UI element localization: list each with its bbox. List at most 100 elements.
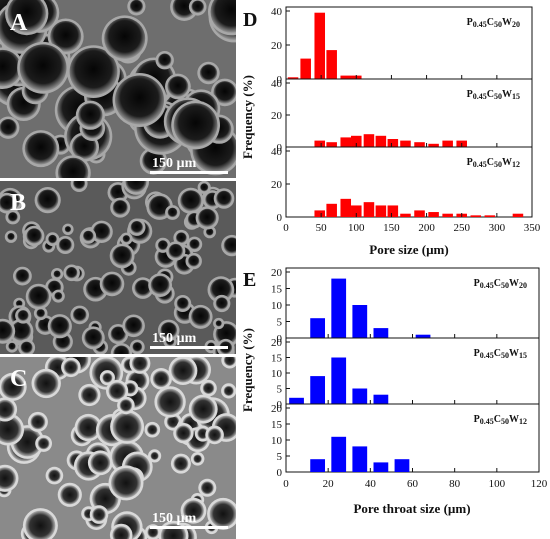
series-label: P0.45C50W15	[467, 89, 520, 101]
x-tick-label: 300	[489, 222, 506, 234]
y-tick-label: 20	[271, 40, 283, 52]
x-tick-label: 60	[407, 478, 419, 490]
panel-label-b: B	[10, 190, 26, 216]
y-tick-label: 10	[271, 300, 283, 312]
chart-d: D Frequency (%) Pore size (µm) 0 20 40 P0.4…	[240, 6, 541, 257]
y-tick-label: 0	[277, 74, 283, 86]
y-tick-label: 0	[277, 142, 283, 154]
bar	[310, 376, 326, 404]
bar	[387, 205, 399, 217]
y-tick-label: 20	[271, 110, 283, 122]
series-label: P0.45C50W20	[474, 278, 527, 290]
x-tick-label: 20	[323, 478, 335, 490]
bar	[363, 134, 375, 147]
y-tick-label: 0	[277, 333, 283, 345]
bar	[351, 205, 362, 217]
y-tick-label: 0	[277, 212, 283, 224]
sem-panel-c: C 150 µm	[0, 357, 236, 539]
bar	[326, 142, 337, 147]
bar	[387, 139, 399, 147]
y-tick-label: 15	[271, 284, 283, 296]
x-tick-label: 50	[316, 222, 328, 234]
bar	[414, 142, 425, 147]
bar	[352, 305, 368, 338]
sem-panel-a: A 150 µm	[0, 0, 236, 178]
bar	[314, 140, 326, 147]
x-tick-label: 80	[449, 478, 461, 490]
x-tick-label: 100	[489, 478, 506, 490]
subplot-frame	[285, 146, 533, 218]
bar	[363, 202, 375, 217]
y-tick-label: 10	[271, 368, 283, 380]
y-tick-label: 40	[271, 78, 283, 90]
sem-panel-b: B 150 µm	[0, 181, 236, 354]
bar	[314, 210, 326, 217]
bar	[442, 140, 453, 147]
bar	[326, 50, 337, 79]
series-label: P0.45C50W20	[467, 17, 520, 29]
y-axis-label-e: Frequency (%)	[240, 328, 255, 412]
histogram-svg: D Frequency (%) Pore size (µm) 02040P0.4…	[240, 6, 548, 516]
bar	[340, 198, 352, 217]
scale-bar-label-b: 150 µm	[152, 331, 197, 346]
y-tick-label: 40	[271, 146, 283, 158]
bar	[340, 75, 352, 79]
bar	[470, 215, 482, 217]
x-tick-label: 0	[283, 478, 289, 490]
subplot-e-3: 0 5 10 15 20 P0.45C50W12	[271, 403, 540, 479]
bar	[375, 205, 387, 217]
bar	[484, 215, 496, 217]
bar	[428, 212, 439, 217]
bar	[289, 397, 304, 404]
x-axis-label-e: Pore throat size (µm)	[353, 501, 470, 516]
y-tick-label: 40	[271, 6, 283, 18]
y-tick-label: 20	[271, 179, 283, 191]
x-tick-label: 40	[365, 478, 377, 490]
x-tick-label: 120	[531, 478, 548, 490]
bar	[331, 278, 347, 338]
bar	[512, 213, 524, 217]
bar	[373, 394, 389, 404]
y-tick-label: 0	[277, 467, 283, 479]
scale-bar-a	[150, 171, 228, 174]
y-tick-label: 20	[271, 403, 283, 415]
sem-svg: A 150 µm B 150 µm C 150 µm	[0, 0, 236, 539]
bar	[331, 357, 347, 404]
y-axis-label-d: Frequency (%)	[240, 75, 255, 159]
subplot-e-1: 0 5 10 15 20 P0.45C50W20	[271, 267, 540, 345]
bar	[300, 58, 311, 79]
bar	[340, 137, 352, 147]
bar	[352, 388, 368, 404]
x-tick-label: 100	[348, 222, 365, 234]
bar	[331, 436, 347, 472]
bar	[352, 446, 368, 472]
bar	[428, 143, 439, 147]
subplot-d-2: 0 20 40 P0.45C50W15	[271, 78, 533, 154]
subplot-frame	[285, 78, 533, 148]
bar	[415, 334, 431, 338]
y-tick-label: 5	[277, 451, 283, 463]
y-tick-label: 0	[277, 399, 283, 411]
bar	[414, 210, 425, 217]
bar	[442, 213, 453, 217]
chart-label-d: D	[243, 9, 257, 31]
chart-e: E Frequency (%) Pore throat size (µm) 0 5…	[240, 267, 548, 516]
bar	[351, 135, 362, 147]
x-tick-label: 350	[524, 222, 541, 234]
series-label: P0.45C50W12	[474, 414, 527, 426]
x-tick-label: 250	[453, 222, 470, 234]
x-axis-label-d: Pore size (µm)	[369, 242, 448, 257]
bar	[400, 140, 411, 147]
histogram-area: D Frequency (%) Pore size (µm) 0 20 40 P0.4…	[236, 0, 550, 539]
panel-label-a: A	[10, 10, 28, 36]
bar	[310, 318, 326, 338]
y-tick-label: 10	[271, 435, 283, 447]
chart-label-e: E	[243, 269, 256, 291]
bar	[400, 213, 411, 217]
scale-bar-label-c: 150 µm	[152, 511, 197, 526]
subplot-d-1: 0 20 40 P0.45C50W20	[271, 6, 533, 86]
sem-micrographs: A 150 µm B 150 µm C 150 µm	[0, 0, 236, 539]
series-label: P0.45C50W15	[474, 348, 527, 360]
subplot-e-2: 0 5 10 15 20 P0.45C50W15	[271, 337, 540, 411]
scale-bar-c	[150, 526, 228, 529]
